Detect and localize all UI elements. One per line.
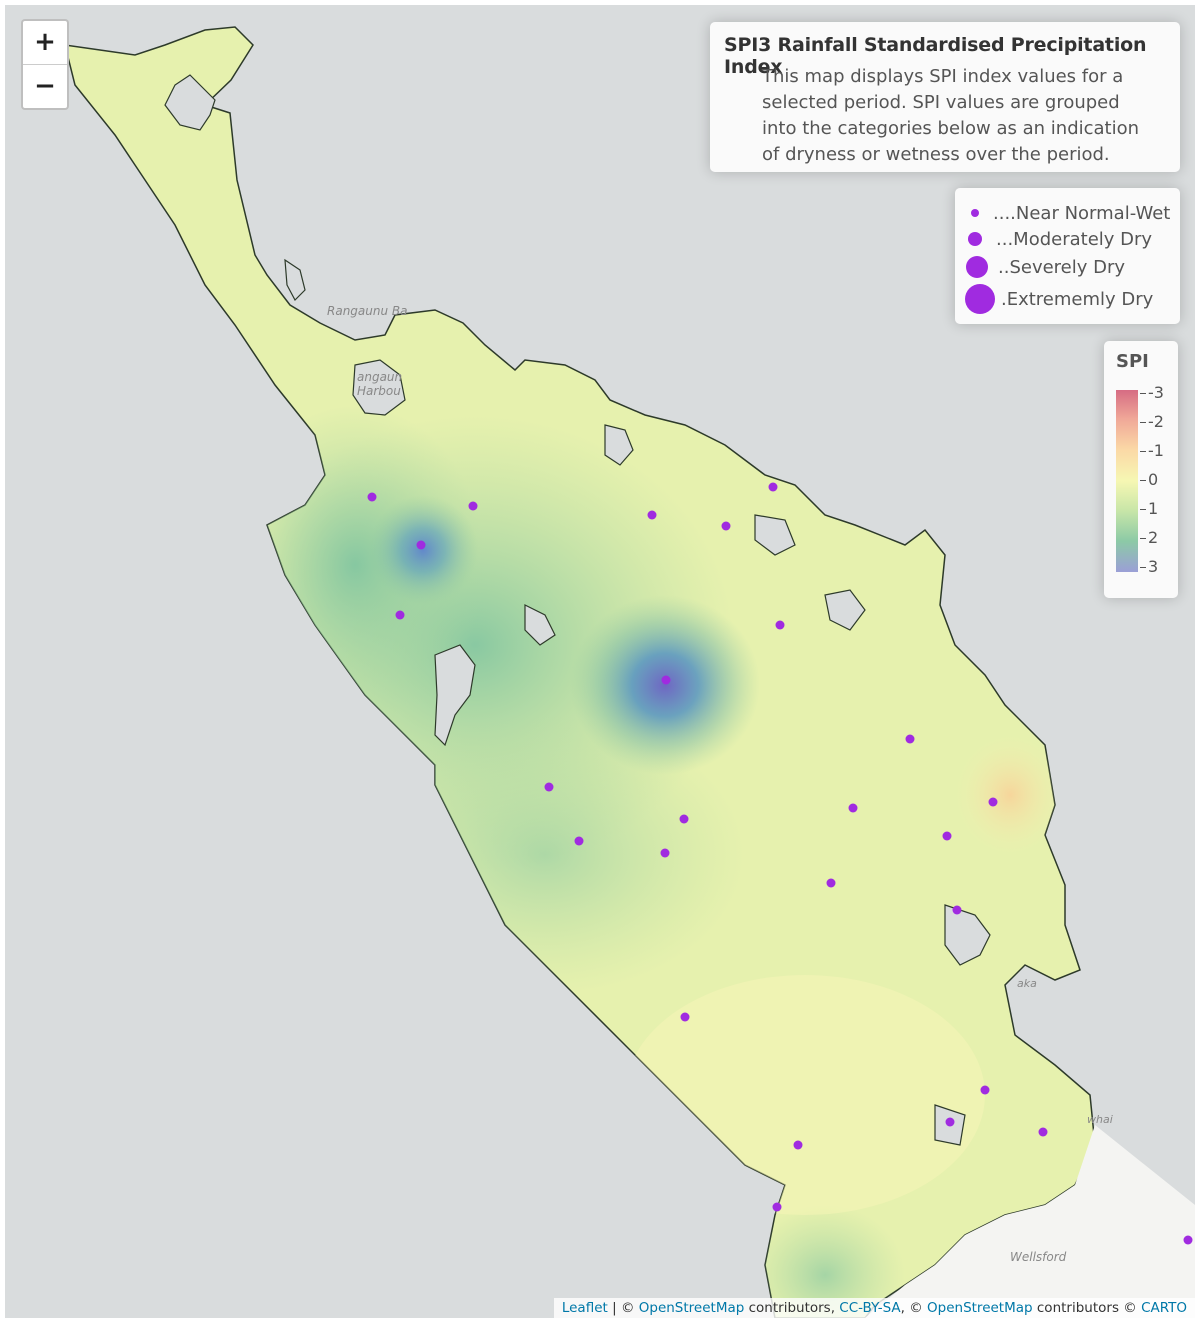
- place-label-aka: aka: [1017, 977, 1037, 990]
- spi-tick: -3: [1140, 385, 1164, 401]
- info-title: SPI3 Rainfall Standardised Precipitation…: [724, 34, 1147, 78]
- station-marker[interactable]: [988, 797, 998, 807]
- station-marker[interactable]: [647, 510, 657, 520]
- place-label-rangaunu: angaun: [357, 370, 402, 384]
- spi-tick: 0: [1140, 472, 1158, 488]
- map-container[interactable]: Rangaunu Ba angaun Harbou aka whai Wells…: [5, 5, 1195, 1318]
- station-marker[interactable]: [661, 675, 671, 685]
- size-legend-item: ..Severely Dry: [965, 252, 1125, 282]
- station-marker[interactable]: [468, 501, 478, 511]
- attribution-text: contributors ©: [1032, 1300, 1142, 1316]
- legend-dot-medium: [968, 232, 982, 246]
- station-marker[interactable]: [848, 803, 858, 813]
- station-marker[interactable]: [942, 831, 952, 841]
- station-marker[interactable]: [793, 1140, 803, 1150]
- station-marker[interactable]: [905, 734, 915, 744]
- station-marker[interactable]: [574, 836, 584, 846]
- station-marker[interactable]: [679, 814, 689, 824]
- station-marker[interactable]: [826, 878, 836, 888]
- map-canvas: Rangaunu Ba angaun Harbou aka whai Wells…: [64, 26, 1195, 1318]
- station-marker[interactable]: [945, 1117, 955, 1127]
- spi-tick: 3: [1140, 559, 1158, 575]
- size-legend-item: ...Moderately Dry: [965, 224, 1152, 254]
- station-marker[interactable]: [395, 610, 405, 620]
- legend-dot-large: [966, 256, 988, 278]
- station-marker[interactable]: [952, 905, 962, 915]
- spi-tick: -1: [1140, 443, 1164, 459]
- leaflet-link[interactable]: Leaflet: [561, 1300, 608, 1316]
- size-legend-label: ..Severely Dry: [998, 256, 1126, 278]
- carto-link[interactable]: CARTO: [1141, 1300, 1187, 1316]
- spi-color-ramp: [1116, 390, 1138, 572]
- station-marker[interactable]: [660, 848, 670, 858]
- place-label-whai: whai: [1087, 1113, 1113, 1126]
- info-panel: SPI3 Rainfall Standardised Precipitation…: [710, 22, 1180, 172]
- osm-link[interactable]: OpenStreetMap: [638, 1300, 745, 1316]
- size-legend: ....Near Normal-Wet ...Moderately Dry ..…: [955, 188, 1180, 324]
- size-legend-item: .Extrememly Dry: [965, 284, 1153, 314]
- station-marker[interactable]: [1038, 1127, 1048, 1137]
- info-description: This map displays SPI index values for a…: [762, 66, 1140, 165]
- station-marker[interactable]: [367, 492, 377, 502]
- legend-dot-xlarge: [965, 284, 995, 314]
- station-marker[interactable]: [721, 521, 731, 531]
- station-marker[interactable]: [1183, 1235, 1193, 1245]
- zoom-out-button[interactable]: −: [23, 64, 67, 108]
- zoom-in-button[interactable]: +: [34, 27, 56, 57]
- map-attribution: Leaflet | © OpenStreetMap contributors, …: [553, 1298, 1195, 1318]
- legend-dot-small: [971, 209, 979, 217]
- size-legend-item: ....Near Normal-Wet: [965, 198, 1170, 228]
- station-markers: [367, 482, 1193, 1245]
- station-marker[interactable]: [775, 620, 785, 630]
- auckland-region: [865, 1125, 1195, 1318]
- station-marker[interactable]: [768, 482, 778, 492]
- spi-tick: 2: [1140, 530, 1158, 546]
- attribution-text: contributors,: [744, 1300, 840, 1316]
- cc-by-sa-link[interactable]: CC-BY-SA: [839, 1300, 901, 1316]
- zoom-control: + −: [21, 19, 69, 110]
- place-label-harbour: Harbou: [357, 384, 401, 398]
- spi-color-legend: SPI -3 -2 -1 0 1 2 3: [1104, 341, 1178, 598]
- osm-link[interactable]: OpenStreetMap: [927, 1300, 1033, 1316]
- spi-tick: -2: [1140, 414, 1164, 430]
- station-marker[interactable]: [772, 1202, 782, 1212]
- place-label-wellsford: Wellsford: [1010, 1250, 1067, 1264]
- station-marker[interactable]: [416, 540, 426, 550]
- station-marker[interactable]: [544, 782, 554, 792]
- spi-tick: 1: [1140, 501, 1158, 517]
- size-legend-label: .Extrememly Dry: [1001, 288, 1154, 310]
- size-legend-label: ....Near Normal-Wet: [993, 202, 1171, 224]
- size-legend-label: ...Moderately Dry: [996, 228, 1153, 250]
- attribution-text: , ©: [900, 1300, 928, 1316]
- spi-legend-title: SPI: [1116, 351, 1149, 372]
- station-marker[interactable]: [980, 1085, 990, 1095]
- attribution-text: | ©: [607, 1300, 639, 1316]
- station-marker[interactable]: [680, 1012, 690, 1022]
- place-label-rangaunu-bay: Rangaunu Ba: [327, 304, 407, 318]
